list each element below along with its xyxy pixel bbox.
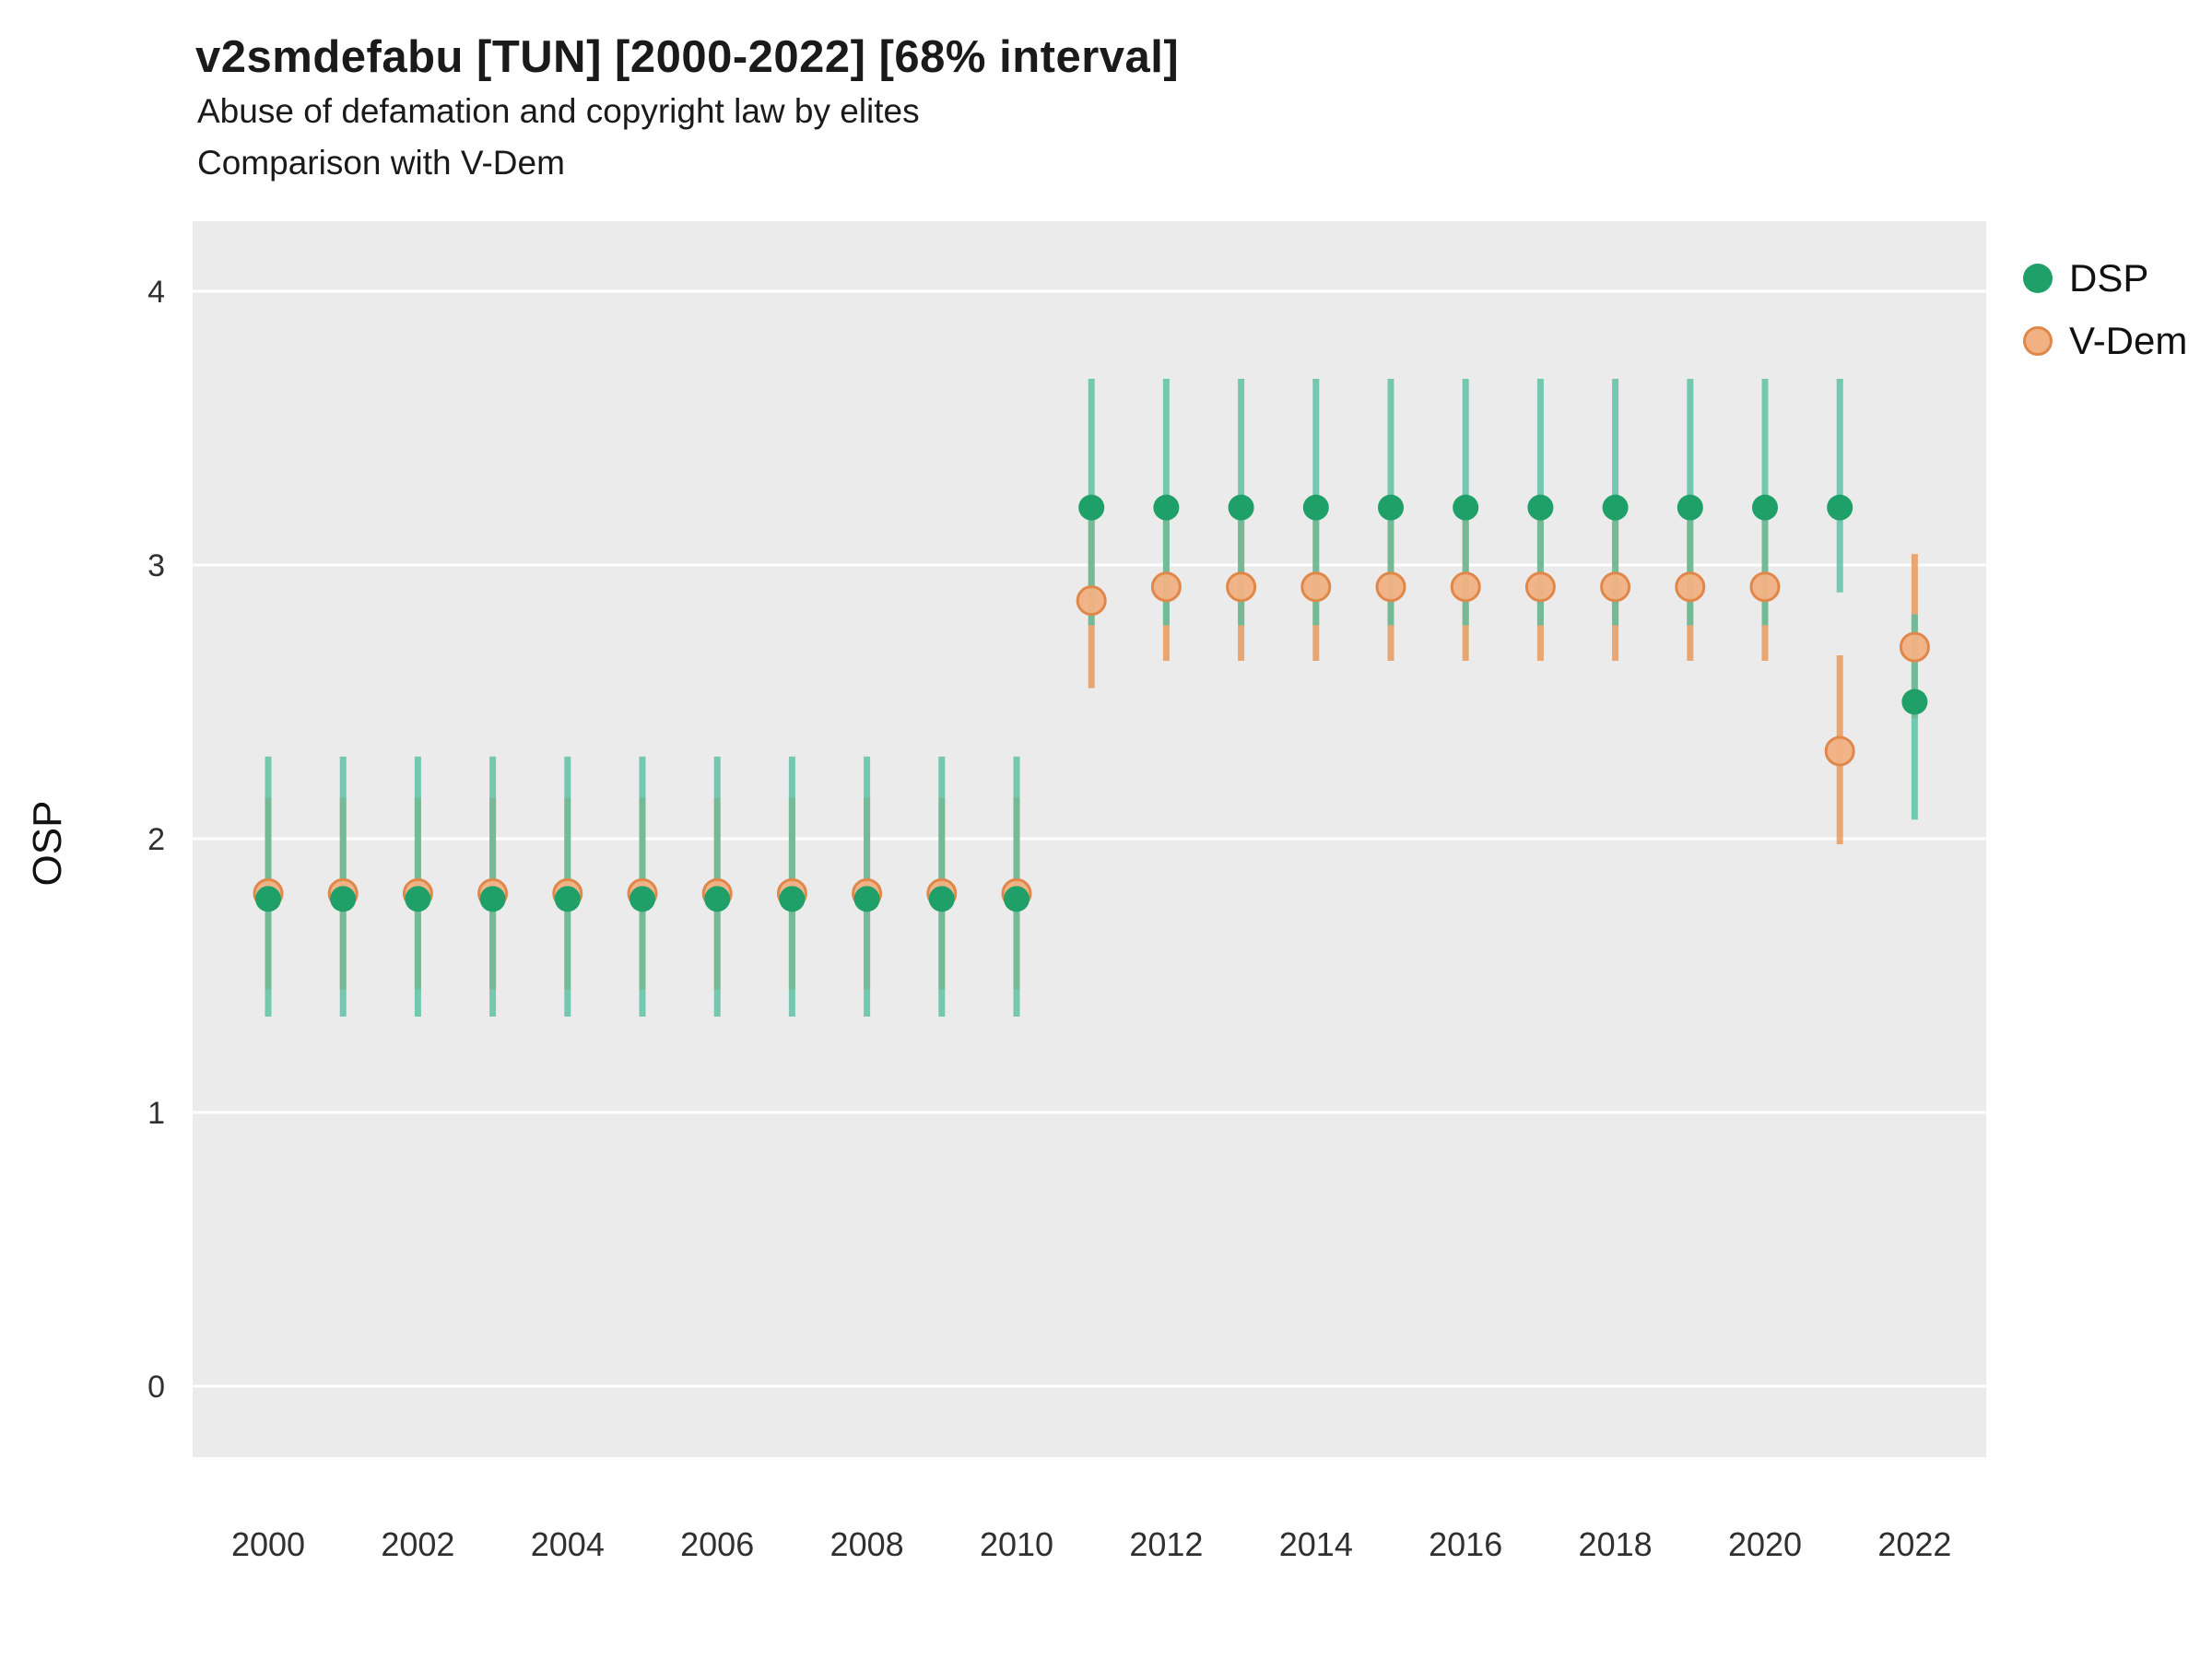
vdem-point bbox=[1749, 571, 1781, 603]
dsp-point bbox=[629, 886, 655, 912]
vdem-point bbox=[1524, 571, 1556, 603]
y-tick-label: 2 bbox=[147, 822, 165, 857]
dsp-point bbox=[1752, 494, 1778, 521]
x-tick-label: 2008 bbox=[830, 1525, 904, 1563]
dsp-point bbox=[1827, 494, 1853, 521]
vdem-point bbox=[1076, 585, 1107, 617]
dsp-point bbox=[1677, 494, 1703, 521]
legend-item-dsp: DSP bbox=[2023, 256, 2187, 300]
y-tick-label: 4 bbox=[147, 275, 165, 310]
dsp-point bbox=[1302, 494, 1329, 521]
legend: DSP V-Dem bbox=[2023, 256, 2187, 363]
x-tick-label: 2018 bbox=[1579, 1525, 1653, 1563]
legend-label-dsp: DSP bbox=[2069, 256, 2149, 300]
dsp-point bbox=[1228, 494, 1254, 521]
dsp-point bbox=[330, 886, 357, 912]
y-tick-label: 0 bbox=[147, 1370, 165, 1405]
chart-title: v2smdefabu [TUN] [2000-2022] [68% interv… bbox=[195, 32, 1180, 82]
y-tick-label: 1 bbox=[147, 1096, 165, 1131]
dsp-point bbox=[1527, 494, 1554, 521]
vdem-point bbox=[1675, 571, 1706, 603]
x-tick-label: 2006 bbox=[680, 1525, 754, 1563]
dsp-point bbox=[405, 886, 431, 912]
dsp-point bbox=[1004, 886, 1030, 912]
legend-item-vdem: V-Dem bbox=[2023, 319, 2187, 363]
x-tick-label: 2020 bbox=[1728, 1525, 1802, 1563]
dsp-point bbox=[1453, 494, 1479, 521]
vdem-legend-marker-icon bbox=[2023, 326, 2053, 356]
dsp-point bbox=[1602, 494, 1629, 521]
y-tick-label: 3 bbox=[147, 548, 165, 583]
vdem-point bbox=[1300, 571, 1332, 603]
vdem-point bbox=[1450, 571, 1481, 603]
vdem-point bbox=[1600, 571, 1631, 603]
x-tick-label: 2012 bbox=[1129, 1525, 1203, 1563]
chart-subtitle: Abuse of defamation and copyright law by… bbox=[197, 92, 920, 130]
vdem-point bbox=[1375, 571, 1406, 603]
x-tick-label: 2022 bbox=[1877, 1525, 1951, 1563]
x-tick-label: 2010 bbox=[980, 1525, 1053, 1563]
dsp-point bbox=[853, 886, 880, 912]
vdem-point bbox=[1824, 735, 1855, 767]
dsp-point bbox=[1901, 688, 1928, 715]
dsp-point bbox=[1378, 494, 1404, 521]
dsp-point bbox=[1153, 494, 1180, 521]
dsp-legend-marker-icon bbox=[2023, 264, 2053, 293]
y-axis-title: OSP bbox=[25, 800, 70, 887]
vdem-point bbox=[1226, 571, 1257, 603]
dsp-point bbox=[479, 886, 506, 912]
vdem-point bbox=[1899, 631, 1930, 663]
dsp-point bbox=[704, 886, 731, 912]
legend-label-vdem: V-Dem bbox=[2069, 319, 2188, 362]
x-tick-label: 2016 bbox=[1429, 1525, 1502, 1563]
x-tick-label: 2014 bbox=[1279, 1525, 1353, 1563]
dsp-point bbox=[554, 886, 581, 912]
dsp-point bbox=[928, 886, 955, 912]
x-tick-label: 2002 bbox=[381, 1525, 454, 1563]
dsp-point bbox=[255, 886, 281, 912]
dsp-point bbox=[779, 886, 806, 912]
vdem-point bbox=[1150, 571, 1182, 603]
x-tick-label: 2000 bbox=[231, 1525, 305, 1563]
chart-comparison-note: Comparison with V-Dem bbox=[197, 144, 565, 182]
dsp-point bbox=[1078, 494, 1105, 521]
x-tick-label: 2004 bbox=[531, 1525, 605, 1563]
